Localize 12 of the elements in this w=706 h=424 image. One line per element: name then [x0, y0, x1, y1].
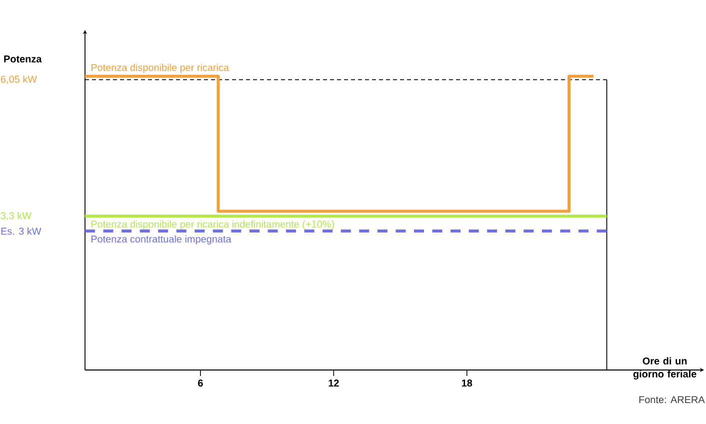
y-tick-label: Es. 3 kW	[1, 227, 42, 235]
x-axis-title: Ore di un giorno feriale	[633, 357, 696, 380]
y-axis-title: Potenza	[4, 56, 42, 62]
x-tick-label: 6	[198, 380, 203, 387]
series-label: Potenza disponibile per ricarica indefinitamente (+10%)	[91, 220, 334, 230]
source-note: Fonte: ARERA	[639, 396, 705, 404]
x-tick-label: 18	[462, 380, 472, 387]
y-tick-label: 3,3 kW	[0, 212, 32, 220]
y-tick-label: 6,05 kW	[1, 75, 38, 84]
series-label: Potenza disponibile per ricarica	[91, 64, 230, 74]
x-tick-label: 12	[328, 380, 339, 386]
series-label: Potenza contrattuale impegnata	[91, 235, 232, 245]
